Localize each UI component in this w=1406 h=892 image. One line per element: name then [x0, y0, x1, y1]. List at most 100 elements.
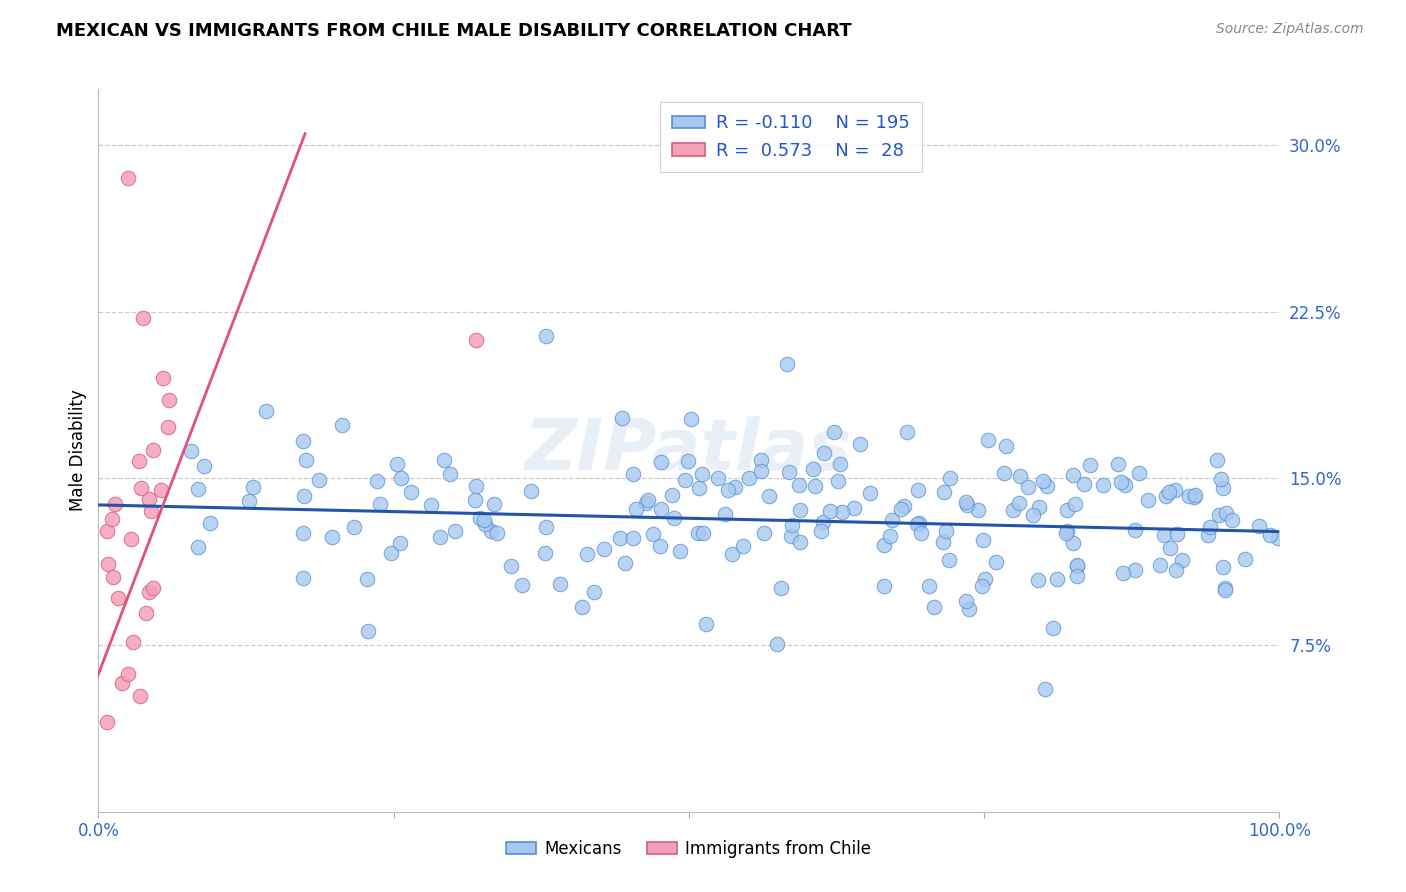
- Point: [332, 417, 354, 432]
- Point: [610, 411, 633, 425]
- Point: [692, 525, 714, 540]
- Point: [356, 572, 378, 586]
- Point: [157, 419, 180, 434]
- Point: [733, 539, 755, 553]
- Point: [1008, 496, 1031, 510]
- Point: [254, 404, 277, 418]
- Point: [650, 540, 672, 554]
- Point: [614, 557, 637, 571]
- Point: [1206, 453, 1229, 467]
- Point: [1171, 553, 1194, 567]
- Point: [695, 617, 717, 632]
- Point: [984, 555, 1007, 569]
- Point: [1198, 519, 1220, 533]
- Point: [789, 503, 811, 517]
- Point: [1107, 457, 1129, 471]
- Point: [135, 607, 157, 621]
- Point: [621, 467, 644, 481]
- Point: [468, 511, 491, 525]
- Point: [1091, 478, 1114, 492]
- Point: [464, 479, 486, 493]
- Point: [1056, 502, 1078, 516]
- Point: [813, 445, 835, 459]
- Point: [96, 524, 118, 539]
- Point: [575, 547, 598, 561]
- Point: [918, 578, 941, 592]
- Point: [896, 425, 918, 439]
- Point: [935, 524, 957, 539]
- Point: [905, 517, 928, 532]
- Point: [479, 524, 502, 539]
- Point: [120, 532, 142, 546]
- Point: [1066, 568, 1088, 582]
- Point: [1111, 566, 1133, 581]
- Point: [707, 471, 730, 485]
- Point: [474, 516, 496, 531]
- Point: [1154, 489, 1177, 503]
- Point: [387, 457, 409, 471]
- Point: [907, 483, 929, 497]
- Point: [238, 494, 260, 508]
- Text: MEXICAN VS IMMIGRANTS FROM CHILE MALE DISABILITY CORRELATION CHART: MEXICAN VS IMMIGRANTS FROM CHILE MALE DI…: [56, 22, 852, 40]
- Point: [641, 526, 664, 541]
- Point: [1213, 581, 1236, 595]
- Point: [769, 581, 792, 595]
- Point: [1212, 481, 1234, 495]
- Point: [1197, 528, 1219, 542]
- Point: [664, 510, 686, 524]
- Point: [636, 496, 658, 510]
- Point: [571, 599, 593, 614]
- Point: [890, 501, 912, 516]
- Point: [1054, 525, 1077, 540]
- Point: [801, 461, 824, 475]
- Point: [520, 483, 543, 498]
- Point: [389, 471, 412, 485]
- Point: [1064, 497, 1087, 511]
- Y-axis label: Male Disability: Male Disability: [69, 390, 87, 511]
- Point: [117, 666, 139, 681]
- Point: [536, 328, 558, 343]
- Point: [533, 546, 555, 560]
- Point: [1208, 508, 1230, 522]
- Point: [1153, 527, 1175, 541]
- Point: [107, 591, 129, 606]
- Point: [180, 444, 202, 458]
- Point: [804, 479, 827, 493]
- Point: [974, 572, 997, 586]
- Point: [380, 546, 402, 560]
- Point: [111, 676, 134, 690]
- Point: [1035, 479, 1057, 493]
- Point: [882, 513, 904, 527]
- Point: [720, 547, 742, 561]
- Point: [934, 485, 956, 500]
- Point: [1073, 477, 1095, 491]
- Point: [343, 520, 366, 534]
- Point: [789, 535, 811, 549]
- Text: ZIPatlas: ZIPatlas: [526, 416, 852, 485]
- Point: [893, 499, 915, 513]
- Point: [679, 412, 702, 426]
- Point: [1028, 500, 1050, 515]
- Point: [621, 532, 644, 546]
- Point: [1109, 475, 1132, 490]
- Point: [128, 689, 150, 703]
- Point: [187, 540, 209, 554]
- Point: [689, 481, 711, 495]
- Point: [1062, 468, 1084, 483]
- Point: [676, 454, 699, 468]
- Point: [582, 584, 605, 599]
- Point: [1066, 558, 1088, 573]
- Point: [193, 458, 215, 473]
- Point: [152, 371, 174, 385]
- Point: [717, 483, 740, 497]
- Point: [142, 581, 165, 595]
- Point: [780, 529, 803, 543]
- Point: [198, 516, 221, 531]
- Point: [482, 497, 505, 511]
- Point: [1164, 563, 1187, 577]
- Point: [142, 443, 165, 458]
- Point: [686, 525, 709, 540]
- Point: [922, 600, 945, 615]
- Point: [972, 533, 994, 547]
- Point: [818, 504, 841, 518]
